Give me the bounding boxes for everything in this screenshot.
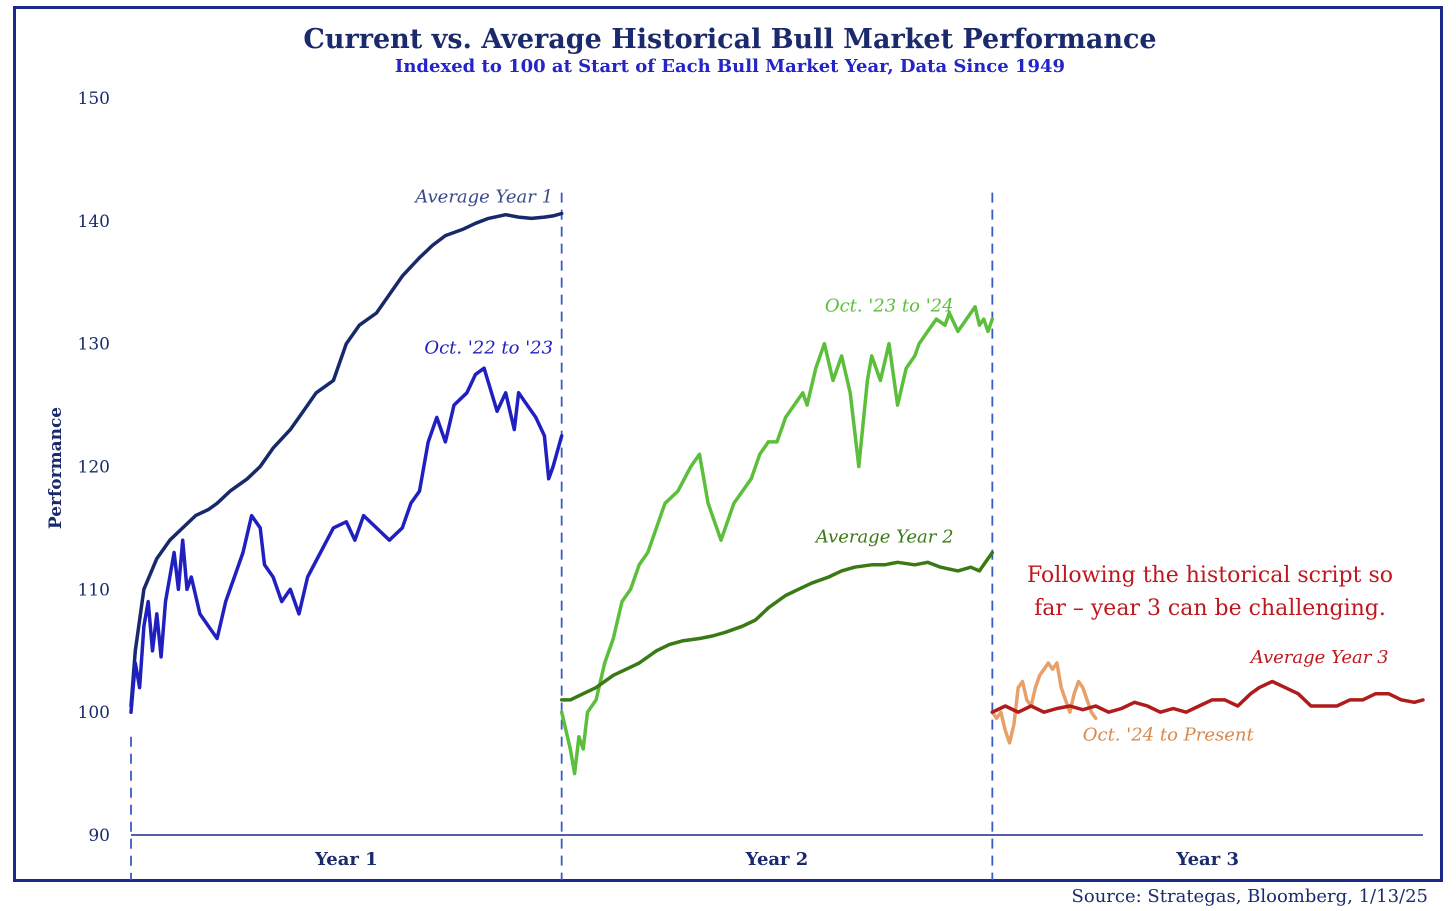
series-line-1 xyxy=(129,211,564,708)
series-line-3 xyxy=(559,305,995,776)
series-line-6 xyxy=(990,679,1425,714)
series-label-6: Oct. '24 to Present xyxy=(1083,724,1255,745)
y-tick-110: 110 xyxy=(78,580,110,600)
series-labels: Average Year 1 Oct. '22 to '23 Oct. '23 to… xyxy=(413,186,1388,745)
series-line-2 xyxy=(129,366,564,714)
series-line-4 xyxy=(559,550,995,702)
y-tick-120: 120 xyxy=(78,458,110,478)
y-tick-150: 150 xyxy=(78,89,110,109)
source-note: Source: Strategas, Bloomberg, 1/13/25 xyxy=(1071,886,1428,907)
y-tick-labels: 90 100 110 120 130 140 150 xyxy=(78,89,110,846)
year3-annotation-line2: far – year 3 can be challenging. xyxy=(1034,596,1386,621)
chart-subtitle: Indexed to 100 at Start of Each Bull Mar… xyxy=(395,56,1065,77)
y-tick-100: 100 xyxy=(78,703,110,723)
series-label-4: Average Year 2 xyxy=(814,527,954,548)
y-tick-130: 130 xyxy=(78,335,110,355)
series-label-5: Average Year 3 xyxy=(1249,647,1389,668)
series-label-2: Oct. '22 to '23 xyxy=(424,337,553,358)
series-lines xyxy=(129,211,1425,776)
x-category-1: Year 1 xyxy=(314,849,378,870)
y-axis-label: Performance xyxy=(46,407,66,529)
y-tick-140: 140 xyxy=(78,212,110,232)
year3-annotation-line1: Following the historical script so xyxy=(1027,563,1393,588)
y-tick-90: 90 xyxy=(88,826,110,846)
year-dividers xyxy=(130,192,1423,880)
chart-title: Current vs. Average Historical Bull Mark… xyxy=(303,24,1156,55)
series-label-3: Oct. '23 to '24 xyxy=(825,296,954,317)
chart-frame xyxy=(13,6,1443,882)
x-category-2: Year 2 xyxy=(745,849,809,870)
x-category-3: Year 3 xyxy=(1175,849,1239,870)
x-category-labels: Year 1 Year 2 Year 3 xyxy=(314,849,1239,870)
series-line-5 xyxy=(990,661,1098,745)
series-label-1: Average Year 1 xyxy=(413,186,553,207)
